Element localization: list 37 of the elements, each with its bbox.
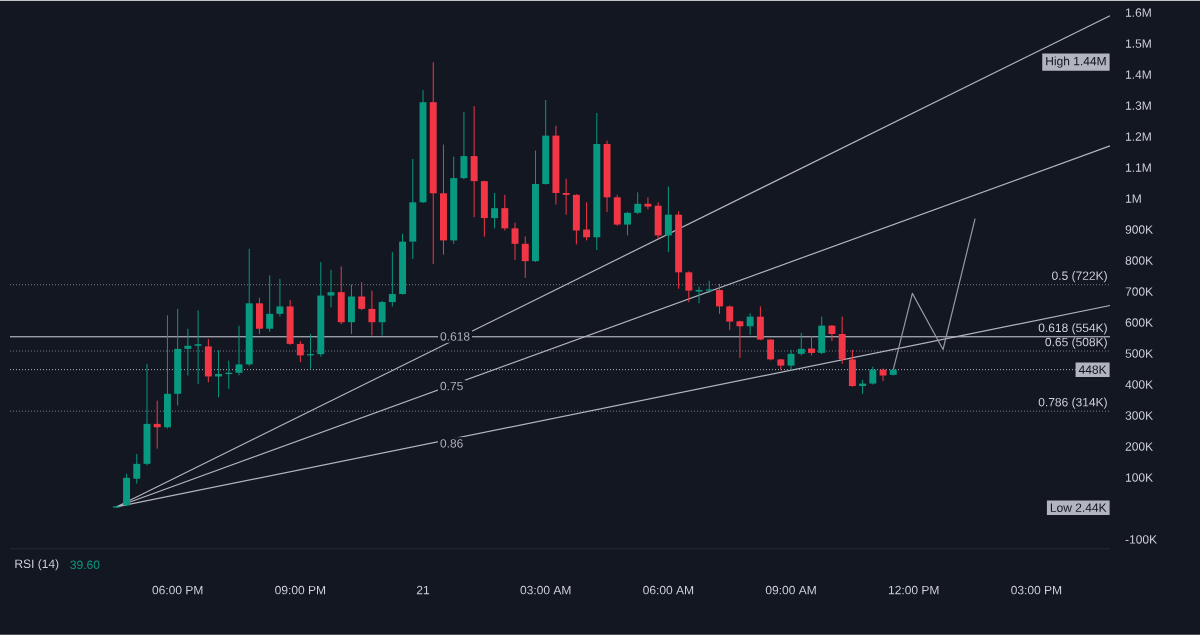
x-tick-label: 09:00 PM <box>275 585 326 595</box>
y-tick-label: 900K <box>1125 225 1153 234</box>
x-tick-label: 09:00 AM <box>765 585 816 595</box>
y-tick-label: 1.6M <box>1125 8 1151 17</box>
annotation: 0.618 <box>440 332 470 341</box>
ref-line-label: 0.618 (554K) <box>1038 323 1107 335</box>
y-tick-label: 100K <box>1125 473 1153 482</box>
y-tick-label: 600K <box>1125 318 1153 327</box>
ref-line-label: 0.65 (508K) <box>1045 337 1107 349</box>
y-tick-label: 400K <box>1125 380 1153 389</box>
y-tick-label: 700K <box>1125 287 1153 296</box>
ref-line-label: 0.5 (722K) <box>1052 271 1107 283</box>
annotation: Low 2.44K <box>1050 503 1107 513</box>
y-tick-label: 1.4M <box>1125 70 1151 79</box>
y-tick-label: 300K <box>1125 411 1153 420</box>
x-tick-label: 06:00 PM <box>152 585 203 595</box>
x-tick-label: 03:00 AM <box>520 585 571 595</box>
y-tick-label: 1.3M <box>1125 101 1151 110</box>
x-tick-label: 12:00 PM <box>888 585 939 595</box>
y-tick-label: -100K <box>1125 535 1157 544</box>
text: 39.60 <box>70 560 100 570</box>
y-tick-label: 1.5M <box>1125 39 1151 48</box>
y-tick-label: 800K <box>1125 256 1153 265</box>
annotation: 0.86 <box>440 439 463 448</box>
y-tick-label: 1M <box>1125 194 1141 203</box>
annotation: 0.75 <box>440 381 463 391</box>
text: RSI (14) <box>15 559 59 571</box>
y-tick-label: 1.2M <box>1125 132 1151 141</box>
y-tick-label: 1.1M <box>1125 163 1151 172</box>
annotation: 448K <box>1078 365 1107 374</box>
ref-line-label: 0.786 (314K) <box>1038 397 1107 409</box>
y-tick-label: 500K <box>1125 349 1153 358</box>
y-tick-label: 200K <box>1125 442 1153 451</box>
x-tick-label: 06:00 AM <box>643 585 694 595</box>
annotation: High 1.44M <box>1046 56 1106 68</box>
x-tick-label: 21 <box>416 585 430 595</box>
x-tick-label: 03:00 PM <box>1011 585 1062 595</box>
